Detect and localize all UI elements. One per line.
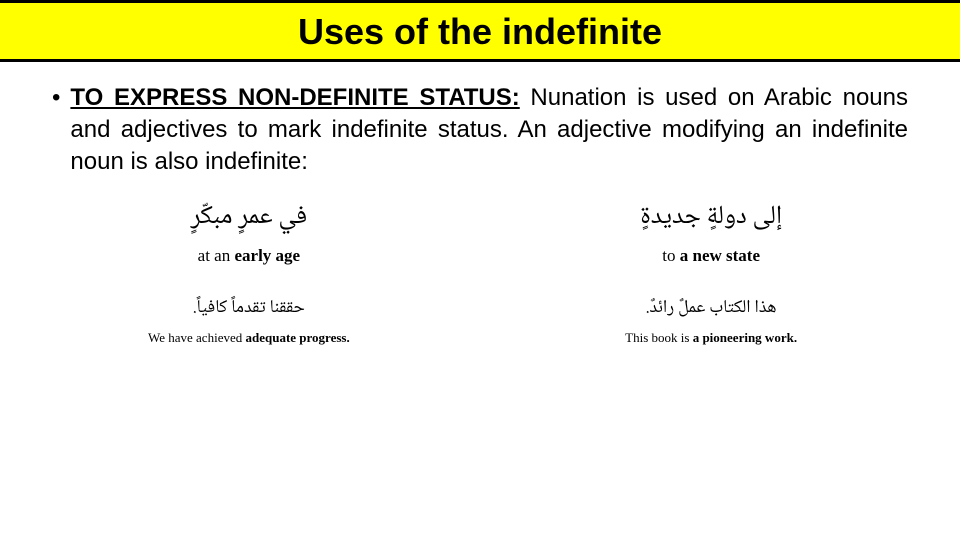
english-text: at an early age — [52, 246, 446, 266]
en-bold: a pioneering work. — [693, 330, 797, 345]
bullet-item: • TO EXPRESS NON-DEFINITE STATUS: Nunati… — [52, 82, 908, 178]
example-cell: هذا الكتاب عملٌ رائدٌ. This book is a pi… — [514, 294, 908, 346]
body-content: • TO EXPRESS NON-DEFINITE STATUS: Nunati… — [0, 62, 960, 178]
english-text: to a new state — [514, 246, 908, 266]
arabic-text: حققنا تقدماً كافياً. — [52, 294, 446, 324]
slide-title: Uses of the indefinite — [0, 0, 960, 62]
example-cell: في عمرٍ مبكّرٍ at an early age — [52, 196, 446, 266]
body-paragraph: TO EXPRESS NON-DEFINITE STATUS: Nunation… — [70, 82, 908, 178]
example-row-1: في عمرٍ مبكّرٍ at an early age إلى دولةٍ… — [52, 196, 908, 266]
example-cell: حققنا تقدماً كافياً. We have achieved ad… — [52, 294, 446, 346]
example-row-2: حققنا تقدماً كافياً. We have achieved ad… — [52, 294, 908, 346]
en-bold: adequate progress. — [245, 330, 349, 345]
title-bar: Uses of the indefinite — [0, 0, 960, 62]
example-cell: إلى دولةٍ جديدةٍ to a new state — [514, 196, 908, 266]
arabic-text: في عمرٍ مبكّرٍ — [52, 196, 446, 240]
english-text: This book is a pioneering work. — [514, 330, 908, 346]
arabic-text: إلى دولةٍ جديدةٍ — [514, 196, 908, 240]
en-pre: at an — [198, 246, 235, 265]
examples-block: في عمرٍ مبكّرٍ at an early age إلى دولةٍ… — [0, 196, 960, 346]
en-bold: a new state — [680, 246, 760, 265]
english-text: We have achieved adequate progress. — [52, 330, 446, 346]
en-pre: to — [662, 246, 679, 265]
en-pre: We have achieved — [148, 330, 245, 345]
en-pre: This book is — [625, 330, 693, 345]
bullet-marker: • — [52, 82, 60, 114]
en-bold: early age — [234, 246, 300, 265]
arabic-text: هذا الكتاب عملٌ رائدٌ. — [514, 294, 908, 324]
lead-text: TO EXPRESS NON-DEFINITE STATUS: — [70, 84, 519, 111]
